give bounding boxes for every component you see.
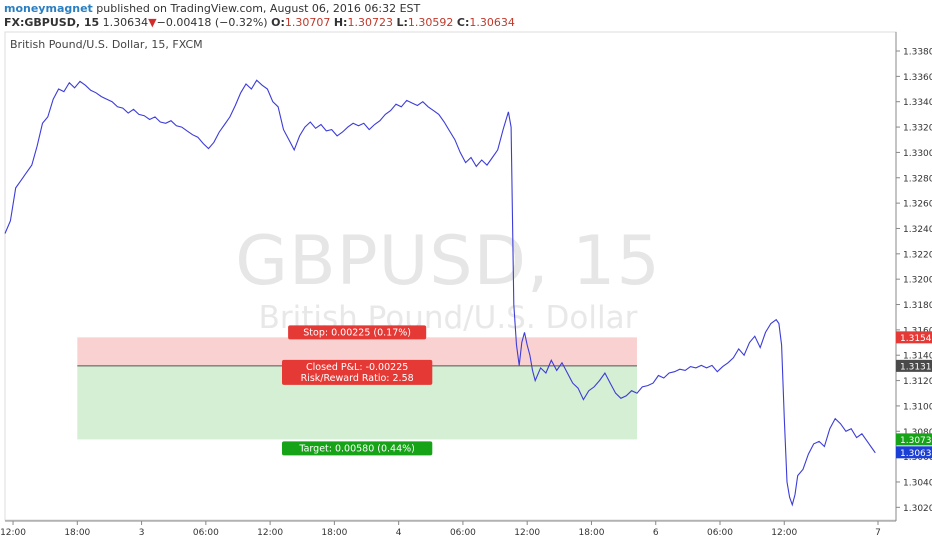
down-arrow-icon: ▼ [148, 16, 157, 29]
x-tick-label: 3 [139, 528, 145, 538]
y-tick-label: 1.30800 [903, 428, 932, 438]
x-tick-label: 4 [396, 528, 402, 538]
y-tick-label: 1.33000 [903, 149, 932, 159]
watermark-symbol: GBPUSD, 15 [235, 222, 661, 301]
y-tick-label: 1.32000 [903, 276, 932, 286]
publish-line: moneymagnet published on TradingView.com… [4, 2, 420, 15]
x-tick-label: 18:00 [64, 528, 90, 538]
author-link[interactable]: moneymagnet [4, 2, 93, 15]
symbol-label[interactable]: FX:GBPUSD, 15 [4, 16, 100, 29]
y-tick-label: 1.33200 [903, 124, 932, 134]
price-badge-entry [896, 359, 932, 372]
price-badge-label: 1.30736 [900, 436, 932, 446]
last-price: 1.30634 [102, 16, 149, 29]
y-tick-label: 1.32600 [903, 200, 932, 210]
price-change: −0.00418 (−0.32%) [156, 16, 268, 29]
x-tick-label: 18:00 [321, 528, 347, 538]
plot-frame [4, 31, 897, 521]
open-label: O: [271, 16, 285, 29]
y-tick-label: 1.32400 [903, 225, 932, 235]
closed-pnl-label-text: Closed P&L: -0.00225 [306, 362, 408, 373]
high-value: 1.30723 [347, 16, 393, 29]
x-tick-label: 6 [653, 528, 659, 538]
price-chart[interactable]: 1.33800 1.33600 1.33400 1.33200 1.33000 1.328… [0, 31, 932, 550]
x-tick-label: 7 [875, 528, 881, 538]
y-tick-label: 1.31000 [903, 402, 932, 412]
y-tick-label: 1.32200 [903, 250, 932, 260]
price-badge-stop [896, 331, 932, 344]
price-badge-label: 1.30634 [900, 449, 932, 459]
y-tick-label: 1.31200 [903, 377, 932, 387]
price-badge-label: 1.31316 [900, 362, 932, 372]
close-value: 1.30634 [469, 16, 515, 29]
y-tick-label: 1.30200 [903, 504, 932, 514]
low-label: L: [396, 16, 408, 29]
y-tick-label: 1.33400 [903, 98, 932, 108]
y-tick-label: 1.31400 [903, 352, 932, 362]
x-tick-label: 12:00 [257, 528, 283, 538]
x-tick-label: 18:00 [578, 528, 604, 538]
series-legend-label: British Pound/U.S. Dollar, 15, FXCM [10, 38, 203, 51]
x-tick-label: 12:00 [771, 528, 797, 538]
ohlc-line: FX:GBPUSD, 15 1.30634▼−0.00418 (−0.32%) … [4, 16, 515, 29]
x-tick-label: 12:00 [514, 528, 540, 538]
stop-label-box [288, 325, 427, 340]
y-tick-label: 1.32800 [903, 174, 932, 184]
close-label: C: [456, 16, 470, 29]
x-tick-label: 06:00 [193, 528, 219, 538]
closed-pnl-label-box [281, 359, 433, 385]
open-value: 1.30707 [284, 16, 331, 29]
x-tick-label: 06:00 [707, 528, 733, 538]
price-badge-target [896, 433, 932, 446]
y-tick-label: 1.31800 [903, 301, 932, 311]
published-text: published on TradingView.com, August 06,… [96, 2, 421, 15]
y-tick-label: 1.33600 [903, 73, 932, 83]
stop-label-text: Stop: 0.00225 (0.17%) [303, 327, 411, 338]
high-label: H: [333, 16, 348, 29]
low-value: 1.30592 [407, 16, 454, 29]
y-tick-label: 1.33800 [903, 48, 932, 58]
target-label-box [281, 441, 433, 456]
closed-pnl-label-text: Risk/Reward Ratio: 2.58 [301, 373, 414, 384]
chart-header: moneymagnet published on TradingView.com… [0, 0, 932, 31]
price-line [4, 79, 876, 507]
x-tick-label: 12:00 [0, 528, 26, 538]
price-badge-last [896, 446, 932, 459]
y-tick-label: 1.30400 [903, 478, 932, 488]
x-tick-label: 06:00 [450, 528, 476, 538]
target-label-text: Target: 0.00580 (0.44%) [298, 443, 415, 454]
